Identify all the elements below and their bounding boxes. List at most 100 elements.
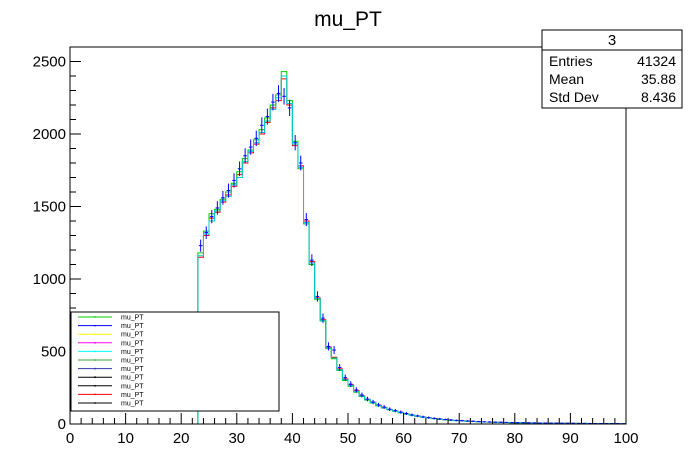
legend-label: mu_PT: [121, 375, 144, 382]
legend-label: mu_PT: [121, 349, 144, 356]
series-3-bin-29: [232, 173, 236, 188]
legend-frame: [70, 311, 280, 412]
series-3-bin-68: [449, 419, 453, 421]
legend-marker: [94, 402, 96, 404]
legend-marker: [94, 341, 96, 344]
legend-entry-3: mu_PT: [78, 340, 144, 347]
series-3-bin-82: [526, 422, 531, 424]
legend-entry-0: mu_PT: [78, 315, 144, 322]
series-3-bin-40: [293, 135, 297, 151]
series-3-bin-62: [415, 414, 420, 418]
series-3-bin-70: [460, 419, 464, 422]
legend-label: mu_PT: [121, 358, 144, 365]
series-3-bin-87: [554, 422, 559, 424]
legend-entry-9: mu_PT: [78, 392, 144, 399]
x-tick-label: 50: [340, 430, 357, 447]
series-3-bin-38: [282, 88, 286, 105]
series-3-bin-33: [254, 130, 259, 147]
legend-label: mu_PT: [121, 315, 144, 322]
series-3-bin-66: [437, 417, 442, 420]
legend-entry-5: mu_PT: [78, 358, 144, 365]
legend-marker: [94, 316, 96, 318]
chart-title: mu_PT: [314, 8, 382, 31]
series-3-bin-47: [332, 346, 336, 354]
y-tick-label: 500: [41, 344, 66, 361]
series-3-bin-26: [215, 201, 220, 215]
legend-marker: [94, 384, 96, 387]
y-tick-label: 0: [58, 416, 66, 433]
x-tick-label: 100: [613, 430, 638, 447]
x-tick-label: 20: [173, 430, 190, 447]
series-3-bin-27: [221, 190, 225, 205]
stats-box: 3 Entries 41324 Mean 35.88 Std Dev 8.436: [541, 29, 683, 109]
legend-marker: [94, 350, 96, 353]
series-3-bin-52: [360, 392, 364, 398]
series-3-bin-59: [399, 410, 403, 414]
stats-value-mean: 35.88: [641, 71, 676, 87]
legend-marker: [94, 359, 96, 361]
series-3-bin-80: [515, 422, 520, 424]
series-3-bin-56: [382, 405, 386, 409]
x-tick-label: 10: [117, 430, 134, 447]
series-3-bin-64: [426, 416, 431, 419]
x-tick-label: 90: [562, 430, 579, 447]
series-3-bin-84: [538, 422, 542, 424]
y-tick-label: 2000: [33, 126, 66, 143]
series-3-bin-60: [404, 412, 409, 416]
series-3-bin-79: [510, 421, 514, 424]
legend-entry-2: mu_PT: [78, 332, 144, 339]
y-tick-label: 2500: [33, 54, 66, 71]
series-3-bin-30: [237, 161, 242, 177]
series-3-bin-49: [343, 374, 347, 381]
series-3-bin-67: [443, 418, 448, 421]
series-3-bin-28: [226, 183, 231, 198]
stats-box-name: 3: [608, 32, 616, 49]
series-3-bin-81: [521, 422, 525, 424]
stats-value-entries: 41324: [637, 53, 676, 69]
series-3-bin-71: [465, 420, 470, 422]
legend-label: mu_PT: [121, 340, 144, 347]
series-3-bin-23: [198, 239, 203, 252]
series-3-bin-77: [499, 421, 503, 423]
series-3-bin-35: [265, 108, 270, 125]
series-3-bin-61: [410, 413, 414, 417]
series-3-bin-54: [371, 399, 375, 405]
legend-entry-4: mu_PT: [78, 349, 144, 356]
series-3-bin-86: [549, 422, 553, 424]
x-tick-label: 80: [506, 430, 523, 447]
legend-label: mu_PT: [121, 366, 144, 373]
x-tick-label: 0: [66, 430, 74, 447]
series-3-bin-24: [204, 226, 208, 239]
series-3-bin-36: [271, 93, 275, 111]
legend-entry-8: mu_PT: [78, 383, 144, 390]
stats-value-stddev: 8.436: [641, 89, 676, 105]
y-tick-label: 1500: [33, 199, 66, 216]
series-3-bin-72: [471, 420, 475, 423]
series-3-bin-25: [210, 210, 214, 224]
series-3-bin-45: [321, 313, 325, 323]
series-3-bin-44: [315, 291, 320, 302]
series-3-bin-43: [310, 254, 314, 266]
series-3-bin-65: [432, 417, 436, 420]
series-3-bin-41: [298, 155, 303, 171]
series-3-bin-48: [337, 364, 342, 371]
x-tick-label: 70: [451, 430, 468, 447]
series-3-bin-34: [260, 117, 264, 134]
y-tick-label: 1000: [33, 271, 66, 288]
series-3-bin-53: [365, 396, 370, 402]
series-3-bin-58: [393, 408, 398, 413]
series-3-bin-50: [349, 381, 353, 388]
legend-marker: [94, 333, 96, 336]
series-3-bin-31: [243, 148, 247, 164]
series-3-bin-78: [504, 421, 509, 423]
series-3-bin-39: [287, 99, 292, 117]
legend-label: mu_PT: [121, 323, 144, 330]
legend-marker: [94, 367, 96, 370]
stats-label-entries: Entries: [549, 53, 593, 69]
axes: 0 10 20 30 40 50 60 70 80 90 100050010001500200025…: [33, 46, 639, 447]
series-3-bin-51: [354, 387, 359, 393]
series-3-bin-55: [376, 402, 381, 407]
legend-marker: [94, 324, 96, 327]
series-3-bin-73: [476, 420, 481, 423]
